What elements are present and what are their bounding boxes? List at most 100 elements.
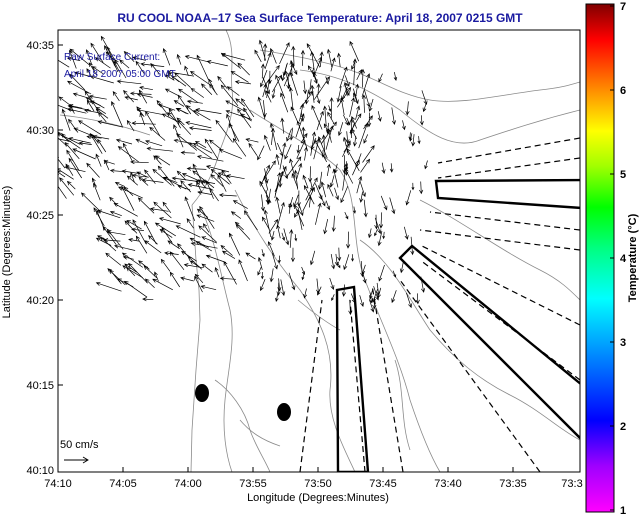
current-vector (346, 231, 351, 249)
current-vector (234, 80, 251, 85)
current-vector (352, 136, 357, 147)
current-vector (325, 200, 331, 211)
current-vector (377, 111, 382, 122)
current-vector (228, 232, 241, 256)
southeast-lane (398, 244, 580, 440)
current-vector (303, 184, 315, 205)
current-vector (363, 134, 369, 144)
current-vector (421, 90, 428, 106)
south-lane (335, 285, 370, 472)
current-vector (275, 153, 280, 165)
current-vector (58, 59, 70, 68)
current-vector (283, 63, 295, 87)
current-vector (184, 196, 196, 222)
current-vector (296, 144, 300, 154)
current-vector (139, 112, 146, 126)
current-vector (190, 88, 205, 98)
current-vector (175, 107, 189, 115)
current-vector (152, 278, 173, 291)
current-vector (149, 126, 166, 141)
current-vector (206, 60, 228, 67)
current-vector (122, 142, 134, 163)
current-vector (316, 83, 321, 95)
current-vector (136, 171, 148, 178)
current-vector (167, 70, 195, 77)
y-tick-label: 40:30 (26, 125, 54, 137)
current-vector (336, 86, 342, 103)
current-vector (260, 164, 270, 187)
current-vector (215, 119, 233, 143)
current-vector (359, 191, 364, 203)
current-vector (149, 207, 169, 212)
current-vector (115, 138, 133, 145)
current-vector (262, 77, 270, 95)
current-vector (280, 92, 289, 113)
current-vector (310, 84, 315, 103)
current-vector (158, 217, 181, 225)
current-vector (196, 54, 209, 81)
current-vector (359, 180, 366, 198)
current-vector (289, 127, 294, 141)
current-vector (156, 99, 169, 116)
current-vector (95, 153, 102, 167)
current-vector (145, 111, 161, 136)
current-vector (66, 149, 80, 171)
current-vector (105, 51, 115, 61)
current-vector (138, 260, 150, 270)
current-vector (276, 142, 284, 157)
current-vector (192, 143, 213, 154)
current-vector (267, 241, 275, 257)
current-vector (86, 99, 95, 112)
coastline (190, 204, 201, 472)
current-vector (276, 224, 281, 239)
surface-current-vectors (58, 35, 428, 316)
current-vector (74, 71, 90, 77)
current-vector (291, 45, 296, 67)
current-vector (343, 114, 349, 126)
current-vector (237, 108, 252, 129)
current-vector (356, 69, 363, 81)
current-vector (95, 281, 122, 292)
current-vector (368, 228, 372, 239)
current-vector (144, 169, 156, 184)
current-vector (220, 84, 239, 107)
current-vector (178, 88, 198, 103)
current-vector (294, 205, 301, 218)
current-vector (259, 278, 266, 292)
current-vector (126, 175, 139, 186)
current-vector (364, 90, 371, 108)
current-vector (331, 294, 335, 302)
current-vector (369, 290, 373, 300)
current-vector (184, 55, 210, 63)
current-vector (337, 247, 342, 262)
current-vector (65, 163, 74, 176)
current-vector (280, 279, 286, 297)
current-vector (300, 111, 305, 122)
current-vector (58, 156, 66, 169)
current-vector (66, 56, 81, 61)
current-vector (144, 240, 162, 254)
current-vector (225, 100, 246, 112)
current-vector (180, 276, 194, 282)
y-tick-label: 40:25 (26, 210, 54, 222)
current-vector (123, 280, 148, 298)
current-vector (196, 208, 209, 218)
current-vector (378, 264, 385, 282)
current-vector (58, 185, 67, 199)
current-vector (374, 217, 382, 235)
current-vector (269, 47, 277, 64)
current-vector (69, 103, 75, 114)
current-vector (138, 176, 149, 186)
current-vector (265, 190, 270, 205)
current-vector (360, 158, 371, 173)
current-vector (145, 139, 163, 147)
current-vector (136, 108, 164, 116)
current-vector (104, 159, 110, 171)
contour-1 (201, 209, 233, 472)
current-vector (68, 157, 82, 179)
current-vector (116, 79, 142, 85)
current-vector (59, 177, 75, 196)
current-vector (307, 79, 312, 96)
current-vector (85, 97, 105, 109)
current-vector (220, 244, 233, 256)
